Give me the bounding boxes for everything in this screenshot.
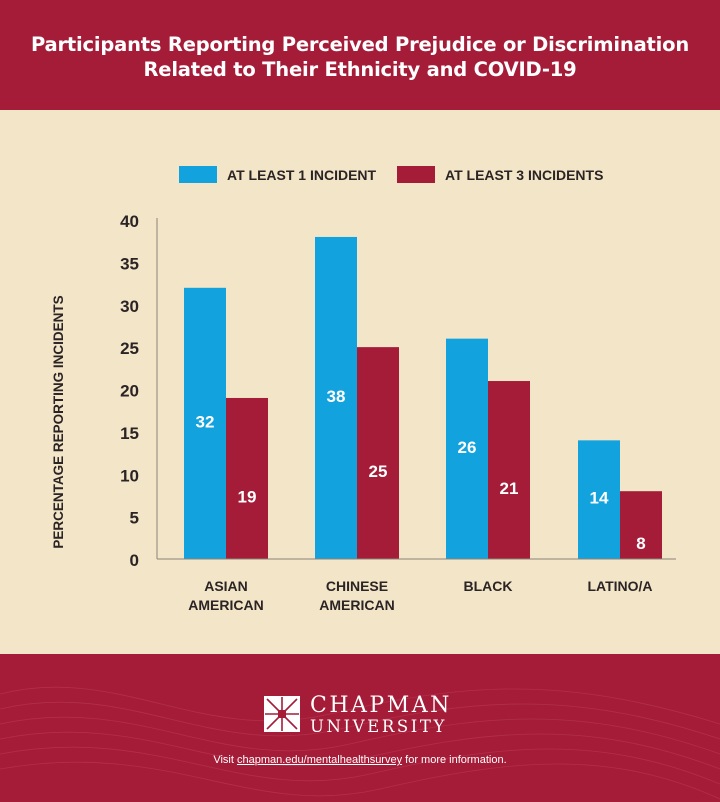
y-tick-label: 30 xyxy=(120,297,139,316)
bar-value-label: 26 xyxy=(458,438,477,457)
bar-value-label: 32 xyxy=(196,412,215,431)
bar-1-4 xyxy=(578,440,620,559)
y-tick-label: 20 xyxy=(120,382,139,401)
y-tick-label: 0 xyxy=(130,551,139,570)
footnote: Visit chapman.edu/mentalhealthsurvey for… xyxy=(0,754,720,766)
y-tick-label: 35 xyxy=(120,254,139,273)
y-tick-label: 25 xyxy=(120,339,139,358)
y-axis: 0 5 10 15 20 25 30 35 40 PERCENTAGE REPORTING INC… xyxy=(51,212,158,570)
footnote-suffix: for more information. xyxy=(402,754,507,766)
bar-value-label: 14 xyxy=(590,489,609,508)
bar-2-1 xyxy=(226,397,268,559)
legend: AT LEAST 1 INCIDENT AT LEAST 3 INCIDENTS xyxy=(179,166,603,183)
bar-value-label: 21 xyxy=(500,479,519,498)
bar-1-1 xyxy=(184,287,226,559)
x-tick-label: LATINO/A xyxy=(587,578,652,594)
footnote-prefix: Visit xyxy=(213,754,237,766)
bar-value-label: 38 xyxy=(327,387,346,406)
x-tick-label: AMERICAN xyxy=(319,597,394,613)
bar-2-3 xyxy=(488,381,530,559)
bar-value-label: 19 xyxy=(238,487,257,506)
bars: 32 38 26 14 19 25 21 8 xyxy=(184,236,662,559)
x-tick-label: ASIAN xyxy=(204,578,248,594)
survey-link[interactable]: chapman.edu/mentalhealthsurvey xyxy=(236,754,403,766)
decorative-waves xyxy=(0,686,720,800)
chart-title-line-1: Participants Reporting Perceived Prejudi… xyxy=(30,33,690,56)
y-tick-label: 5 xyxy=(130,509,139,528)
legend-swatch-2 xyxy=(397,166,435,183)
bar-2-2 xyxy=(357,347,399,559)
y-tick-label: 15 xyxy=(120,424,139,443)
chart-title-line-2: Related to Their Ethnicity and COVID-19 xyxy=(143,58,577,81)
chapman-logo-icon xyxy=(264,696,300,732)
header: Participants Reporting Perceived Prejudi… xyxy=(0,0,720,110)
y-tick-label: 40 xyxy=(120,212,139,231)
footer: CHAPMAN UNIVERSITY Visit chapman.edu/men… xyxy=(0,654,720,802)
x-tick-label: AMERICAN xyxy=(188,597,263,613)
logo-name: CHAPMAN xyxy=(310,693,452,718)
bar-value-label: 8 xyxy=(636,534,645,553)
legend-label-1: AT LEAST 1 INCIDENT xyxy=(227,167,377,183)
bar-2-4 xyxy=(620,491,662,559)
chart-panel: AT LEAST 1 INCIDENT AT LEAST 3 INCIDENTS … xyxy=(0,110,720,654)
x-tick-label: BLACK xyxy=(464,578,513,594)
logo-subtitle: UNIVERSITY xyxy=(310,717,447,736)
bar-chart: AT LEAST 1 INCIDENT AT LEAST 3 INCIDENTS … xyxy=(51,166,676,613)
legend-label-2: AT LEAST 3 INCIDENTS xyxy=(445,167,603,183)
x-tick-label: CHINESE xyxy=(326,578,388,594)
bar-1-2 xyxy=(315,236,357,559)
y-axis-title: PERCENTAGE REPORTING INCIDENTS xyxy=(51,295,66,548)
bar-value-label: 25 xyxy=(369,462,388,481)
y-tick-label: 10 xyxy=(120,466,139,485)
x-axis: ASIAN AMERICAN CHINESE AMERICAN BLACK LATINO/… xyxy=(157,558,676,613)
legend-swatch-1 xyxy=(179,166,217,183)
bar-1-3 xyxy=(446,338,488,559)
